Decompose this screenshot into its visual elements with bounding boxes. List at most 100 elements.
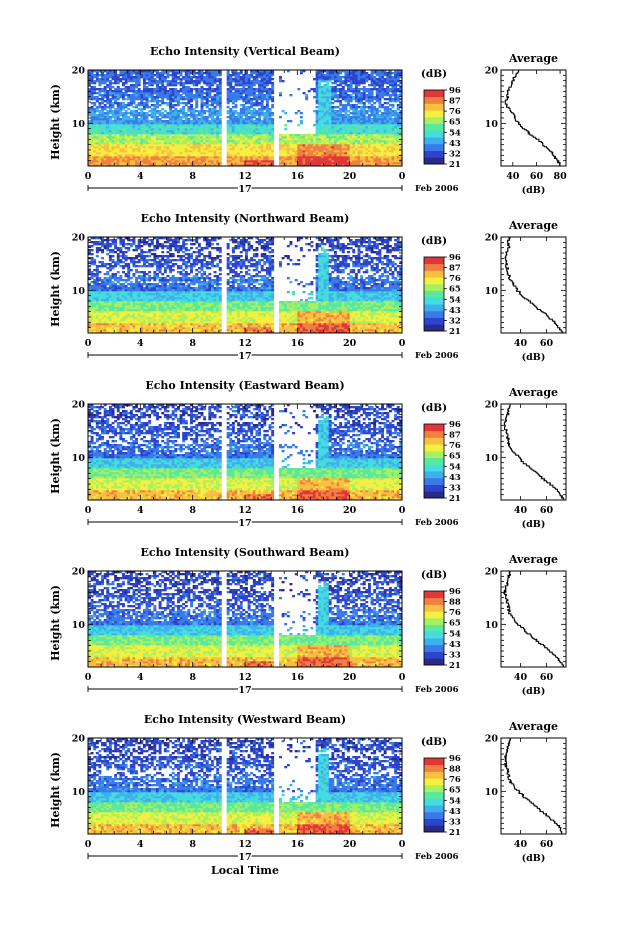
heatmap-cell [206, 92, 209, 94]
heatmap-cell [232, 116, 235, 118]
heatmap-cell [282, 160, 285, 162]
heatmap-cell [258, 120, 261, 122]
heatmap-cell [253, 84, 256, 86]
heatmap-cell [130, 112, 133, 114]
heatmap-cell [132, 92, 135, 94]
heatmap-cell [161, 102, 164, 104]
heatmap-cell [161, 128, 164, 130]
heatmap-cell [394, 78, 397, 80]
heatmap-cell [112, 160, 115, 162]
heatmap-cell [300, 72, 303, 74]
heatmap-cell [329, 100, 332, 102]
heatmap-cell [378, 158, 381, 160]
heatmap-cell [237, 148, 240, 150]
heatmap-cell [386, 132, 389, 134]
colorbar-swatch [424, 144, 444, 151]
heatmap-cell [93, 283, 96, 285]
heatmap-cell [201, 128, 204, 130]
heatmap-cell [187, 124, 190, 126]
heatmap-cell [373, 140, 376, 142]
heatmap-cell [266, 126, 269, 128]
heatmap-cell [271, 138, 274, 140]
heatmap-cell [148, 96, 151, 98]
heatmap-cell [167, 114, 170, 116]
heatmap-cell [161, 158, 164, 160]
heatmap-cell [112, 126, 115, 128]
heatmap-cell [93, 241, 96, 243]
heatmap-cell [132, 114, 135, 116]
heatmap-cell [248, 116, 251, 118]
heatmap-cell [242, 108, 245, 110]
heatmap-cell [371, 72, 374, 74]
heatmap-cell [127, 132, 130, 134]
heatmap-cell [180, 112, 183, 114]
heatmap-cell [248, 76, 251, 78]
heatmap-cell [167, 160, 170, 162]
heatmap-cell [358, 90, 361, 92]
heatmap-cell [229, 110, 232, 112]
heatmap-cell [279, 152, 282, 154]
heatmap-cell [248, 108, 251, 110]
heatmap-cell [174, 114, 177, 116]
heatmap-cell [339, 110, 342, 112]
heatmap-cell [106, 74, 109, 76]
heatmap-cell [119, 140, 122, 142]
heatmap-cell [316, 126, 319, 128]
heatmap-cell [164, 140, 167, 142]
heatmap-cell [193, 148, 196, 150]
heatmap-cell [214, 132, 217, 134]
heatmap-cell [156, 98, 159, 100]
heatmap-cell [174, 148, 177, 150]
heatmap-cell [122, 154, 125, 156]
heatmap-cell [269, 150, 272, 152]
heatmap-cell [211, 156, 214, 158]
heatmap-cell [135, 114, 138, 116]
heatmap-cell [138, 148, 141, 150]
heatmap-cell [135, 106, 138, 108]
heatmap-cell [287, 138, 290, 140]
heatmap-cell [386, 90, 389, 92]
heatmap-cell [143, 138, 146, 140]
heatmap-cell [365, 120, 368, 122]
heatmap-cell [360, 122, 363, 124]
heatmap-cell [214, 114, 217, 116]
heatmap-cell [104, 104, 107, 106]
profile-x-tick-label: 60 [530, 171, 544, 182]
heatmap-cell [386, 146, 389, 148]
heatmap-cell [187, 94, 190, 96]
heatmap-cell [164, 92, 167, 94]
heatmap-cell [219, 120, 222, 122]
heatmap-cell [125, 152, 128, 154]
heatmap-cell [140, 122, 143, 124]
heatmap-cell [363, 156, 366, 158]
heatmap-cell [363, 80, 366, 82]
heatmap-cell [235, 74, 238, 76]
heatmap-cell [109, 102, 112, 104]
heatmap-cell [376, 108, 379, 110]
heatmap-cell [235, 92, 238, 94]
heatmap-cell [232, 136, 235, 138]
heatmap-cell [117, 158, 120, 160]
heatmap-cell [331, 76, 334, 78]
heatmap-cell [253, 126, 256, 128]
heatmap-cell [261, 136, 264, 138]
heatmap-cell [198, 120, 201, 122]
heatmap-cell [177, 152, 180, 154]
heatmap-cell [112, 144, 115, 146]
heatmap-cell [358, 126, 361, 128]
heatmap-cell [308, 148, 311, 150]
heatmap-cell [347, 154, 350, 156]
heatmap-cell [316, 88, 319, 90]
heatmap-cell [329, 138, 332, 140]
heatmap-cell [344, 148, 347, 150]
heatmap-cell [93, 261, 96, 263]
heatmap-cell [91, 96, 94, 98]
heatmap-cell [169, 84, 172, 86]
heatmap-cell [159, 118, 162, 120]
heatmap-cell [93, 329, 96, 331]
heatmap-cell [389, 134, 392, 136]
heatmap-cell [229, 78, 232, 80]
heatmap-cell [180, 74, 183, 76]
heatmap-cell [392, 120, 395, 122]
heatmap-cell [119, 138, 122, 140]
